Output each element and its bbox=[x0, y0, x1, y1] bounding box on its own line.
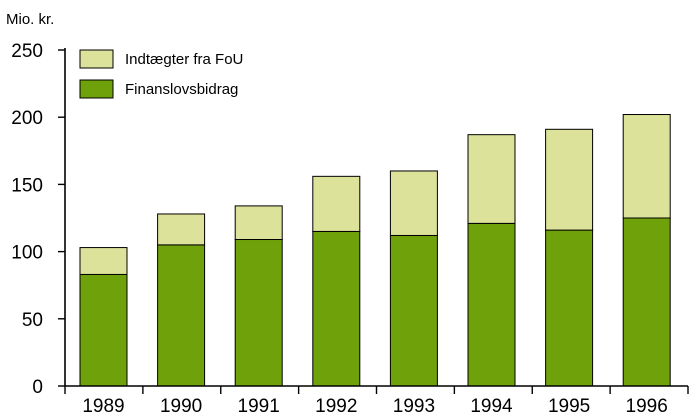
bar-segment-indtaegter-fra-fou-1992 bbox=[312, 175, 361, 232]
x-tick-label: 1994 bbox=[470, 396, 513, 417]
bar-segment-finanslovsbidrag-1994 bbox=[467, 222, 516, 387]
bar-segment-indtaegter-fra-fou-1996 bbox=[622, 114, 671, 219]
x-tick-label: 1995 bbox=[548, 396, 590, 417]
bar-segment-finanslovsbidrag-1992 bbox=[312, 230, 361, 387]
bar-segment-indtaegter-fra-fou-1990 bbox=[157, 213, 206, 246]
bars-group bbox=[79, 114, 671, 387]
legend-label: Finanslovsbidrag bbox=[125, 81, 238, 98]
x-tick-label: 1993 bbox=[393, 396, 435, 417]
y-tick-label: 50 bbox=[22, 310, 43, 331]
y-tick-label: 200 bbox=[11, 108, 43, 129]
x-tick-label: 1992 bbox=[315, 396, 357, 417]
bar-segment-finanslovsbidrag-1996 bbox=[622, 217, 671, 387]
bar-segment-indtaegter-fra-fou-1989 bbox=[79, 247, 128, 275]
y-axis-unit-label: Mio. kr. bbox=[6, 11, 54, 28]
x-tick-label: 1990 bbox=[160, 396, 202, 417]
y-tick-label: 150 bbox=[11, 175, 43, 196]
bar-segment-indtaegter-fra-fou-1995 bbox=[545, 128, 594, 231]
legend: Indtægter fra FoU Finanslovsbidrag bbox=[79, 49, 243, 99]
x-tick-label: 1996 bbox=[626, 396, 668, 417]
y-tick-label: 0 bbox=[32, 377, 43, 398]
legend-swatch bbox=[79, 49, 114, 69]
y-tick-label: 100 bbox=[11, 243, 43, 264]
y-tick-label: 250 bbox=[11, 41, 43, 62]
bar-segment-finanslovsbidrag-1993 bbox=[389, 234, 438, 387]
bar-segment-finanslovsbidrag-1991 bbox=[234, 239, 283, 387]
bar-segment-indtaegter-fra-fou-1993 bbox=[389, 170, 438, 236]
y-axis-ticks: 0 50 100 150 200 250 bbox=[11, 41, 65, 398]
bar-segment-finanslovsbidrag-1990 bbox=[157, 244, 206, 387]
bar-segment-finanslovsbidrag-1989 bbox=[79, 273, 128, 387]
legend-label: Indtægter fra FoU bbox=[125, 51, 243, 68]
legend-swatch bbox=[79, 79, 114, 99]
x-tick-label: 1989 bbox=[82, 396, 124, 417]
bar-segment-indtaegter-fra-fou-1991 bbox=[234, 205, 283, 241]
bar-segment-indtaegter-fra-fou-1994 bbox=[467, 134, 516, 224]
bar-segment-finanslovsbidrag-1995 bbox=[545, 229, 594, 387]
x-axis-ticks: 1989 1990 1991 1992 1993 1994 1995 1996 bbox=[64, 386, 689, 417]
x-tick-label: 1991 bbox=[238, 396, 280, 417]
